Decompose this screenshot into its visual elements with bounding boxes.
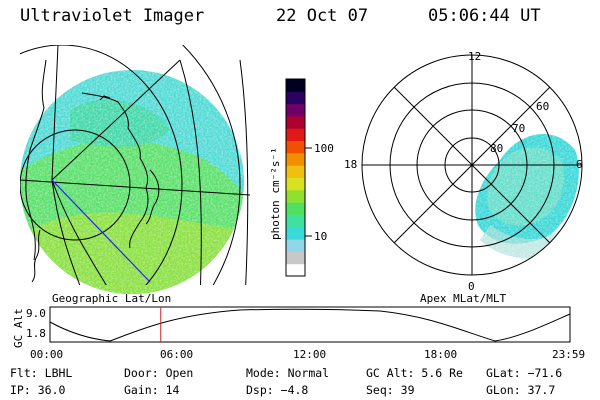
observation-time: 05:06:44 UT	[428, 6, 541, 26]
mlt-label-0: 0	[468, 280, 475, 293]
colorbar-frame	[285, 78, 306, 277]
colorbar-band	[286, 115, 305, 129]
seq-info: Seq: 39	[366, 383, 415, 397]
gain-info: Gain: 14	[124, 383, 180, 397]
satellite-meridian-line	[51, 179, 151, 283]
geographic-grid	[20, 45, 250, 285]
altitude-plot: Geographic Lat/Lon Apex MLat/MLT GC Alt …	[12, 292, 585, 361]
time-tick-2359: 23:59	[552, 348, 585, 361]
colorbar-band	[286, 202, 305, 215]
colorbar-band	[286, 177, 305, 191]
time-tick-0600: 06:00	[160, 348, 193, 361]
geographic-map-panel	[20, 45, 250, 294]
colorbar-band	[286, 79, 305, 92]
time-tick-0000: 00:00	[30, 348, 63, 361]
altitude-plot-frame	[49, 306, 571, 343]
auroral-image-apex	[460, 120, 582, 265]
glon-value: 37.7	[527, 383, 556, 397]
ip-value: 36.0	[37, 383, 66, 397]
seq-value: 39	[400, 383, 415, 397]
auroral-image-geographic	[20, 70, 244, 294]
colorbar-band	[286, 103, 305, 117]
glon-info: GLon: 37.7	[486, 383, 556, 397]
mlt-label-18: 18	[344, 158, 357, 171]
colorbar-band	[286, 226, 305, 240]
filter-info: Flt: LBHL	[10, 366, 73, 380]
gc-altitude-value: 5.6 Re	[421, 366, 463, 380]
ip-info: IP: 36.0	[10, 383, 66, 397]
colorbar-band	[286, 91, 305, 105]
mlt-label-6: 6	[576, 158, 583, 171]
altitude-axis-label: GC Alt	[12, 308, 25, 348]
colorbar-label-10: 10	[314, 230, 327, 243]
colorbar-band	[286, 251, 305, 265]
mlat-label-70: 70	[512, 122, 525, 135]
colorbar-band	[286, 214, 305, 228]
altitude-ytick-1.8: 1.8	[26, 327, 46, 340]
dsp-value: −4.8	[280, 383, 309, 397]
colorbar-band	[286, 140, 305, 154]
time-tick-1200: 12:00	[293, 348, 326, 361]
glat-info: GLat: −71.6	[486, 366, 563, 380]
apex-polar-panel: 12 18 6 0 60 70 80	[344, 50, 583, 293]
mode-info: Mode: Normal	[246, 366, 330, 380]
colorbar-unit-label: photon cm⁻²s⁻¹	[269, 147, 282, 240]
colorbar	[285, 78, 306, 277]
observation-date: 22 Oct 07	[276, 6, 369, 26]
altitude-curve	[49, 308, 571, 342]
left-panel-label: Geographic Lat/Lon	[52, 292, 171, 305]
coastlines	[25, 59, 160, 283]
glat-value: −71.6	[527, 366, 563, 380]
mlat-label-80: 80	[490, 142, 503, 155]
gain-value: 14	[165, 383, 180, 397]
instrument-title: Ultraviolet Imager	[20, 6, 205, 26]
colorbar-band	[286, 128, 305, 142]
gc-altitude-info: GC Alt: 5.6 Re	[366, 366, 463, 380]
colorbar-band	[286, 152, 305, 166]
filter-value: LBHL	[44, 366, 73, 380]
apex-grid	[361, 54, 583, 276]
altitude-ytick-9: 9.0	[26, 307, 46, 320]
mlt-label-12: 12	[468, 50, 481, 63]
colorbar-band	[286, 165, 305, 178]
time-tick-1800: 18:00	[424, 348, 457, 361]
dsp-info: Dsp: −4.8	[246, 383, 309, 397]
mlat-label-60: 60	[536, 100, 549, 113]
door-info: Door: Open	[124, 366, 194, 380]
colorbar-band	[286, 239, 305, 252]
colorbar-label-100: 100	[314, 142, 334, 155]
colorbar-band	[286, 263, 305, 277]
colorbar-band	[286, 189, 305, 203]
door-value: Open	[165, 366, 194, 380]
mode-value: Normal	[287, 366, 330, 380]
right-panel-label: Apex MLat/MLT	[420, 292, 506, 305]
